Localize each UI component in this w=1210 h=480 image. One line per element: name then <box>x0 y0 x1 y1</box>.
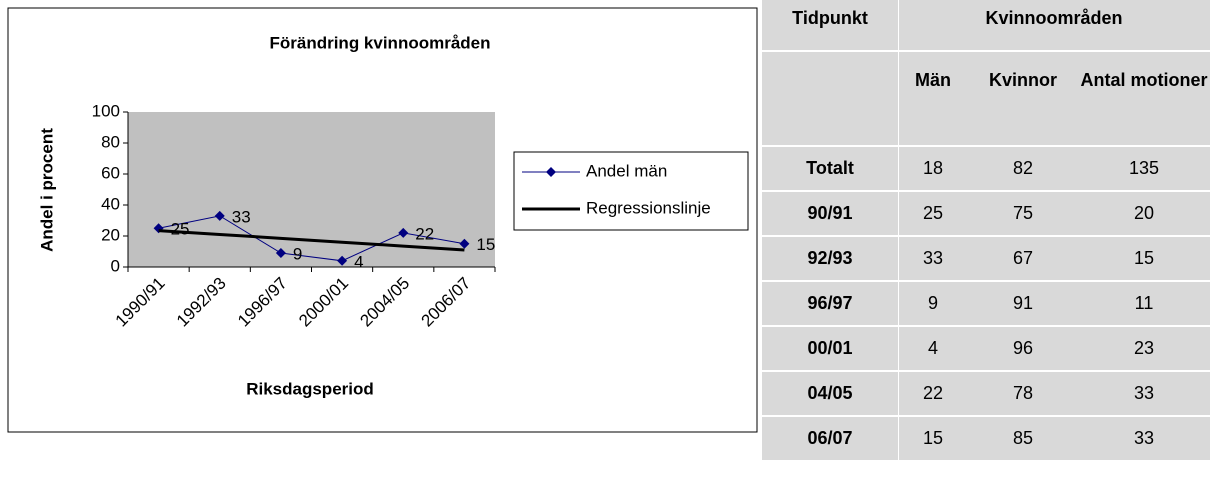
table-cell: 15 <box>922 428 944 448</box>
y-tick-label: 100 <box>92 101 120 120</box>
data-label: 22 <box>415 224 434 243</box>
series-line <box>158 215 465 262</box>
table-cell: 15 <box>1133 248 1155 268</box>
row-separator <box>762 370 1210 372</box>
table-cell: 33 <box>922 248 944 268</box>
table-cell: 33 <box>1133 383 1155 403</box>
data-label: 9 <box>293 245 302 264</box>
table-cell: 06/07 <box>807 428 853 448</box>
table-cell: 67 <box>1012 248 1034 268</box>
table-cell: 135 <box>1128 158 1160 178</box>
table-cell: 18 <box>922 158 944 178</box>
table-cell: 96/97 <box>807 293 853 313</box>
table-cell: Totalt <box>806 158 854 178</box>
table-cell: 85 <box>1012 428 1034 448</box>
data-label: 25 <box>171 220 190 239</box>
series-line <box>158 229 465 252</box>
point-marker <box>398 227 409 238</box>
table-cell: 4 <box>927 338 938 358</box>
table: Tidpunkt Kvinnoområden Män Kvinnor Antal mot… <box>762 0 1210 460</box>
column-separator <box>898 0 899 460</box>
legend-label: Regressionslinje <box>586 198 711 217</box>
table-cell: 23 <box>1133 338 1155 358</box>
table-cell: 25 <box>922 203 944 223</box>
row-separator <box>762 50 1210 52</box>
table-cell: Tidpunkt <box>792 8 868 28</box>
y-tick-label: 20 <box>101 225 120 244</box>
table-cell: 04/05 <box>807 383 853 403</box>
x-axis-label: Riksdagsperiod <box>246 379 374 398</box>
row-separator <box>762 280 1210 282</box>
row-separator <box>762 190 1210 192</box>
table-cell: Kvinnor <box>988 70 1057 90</box>
table-cell: 9 <box>927 293 938 313</box>
table-cell: 96 <box>1012 338 1034 358</box>
data-label: 4 <box>354 252 363 271</box>
point-marker <box>459 238 470 249</box>
legend-box <box>513 151 749 231</box>
table-cell: 82 <box>1012 158 1034 178</box>
point-marker <box>337 255 348 266</box>
table-cell: 75 <box>1012 203 1034 223</box>
point-marker <box>275 248 286 259</box>
legend-marker <box>546 167 556 177</box>
data-label: 33 <box>232 207 251 226</box>
row-separator <box>762 235 1210 237</box>
table-cell: 00/01 <box>807 338 853 358</box>
table-cell: Män <box>915 70 951 90</box>
y-tick-label: 80 <box>101 132 120 151</box>
y-axis-label: Andel i procent <box>37 128 56 252</box>
plot-area <box>128 112 495 267</box>
point-marker <box>214 210 225 221</box>
table-cell: Kvinnoområden <box>985 8 1123 28</box>
table-cell: 20 <box>1133 203 1155 223</box>
table-cell: 11 <box>1134 293 1154 313</box>
table-cell: 92/93 <box>807 248 853 268</box>
table-cell: 78 <box>1012 383 1034 403</box>
chart: Förändring kvinnoområden Andel i procent… <box>7 7 758 433</box>
y-tick-label: 0 <box>111 256 120 275</box>
row-separator <box>762 325 1210 327</box>
table-cell: 91 <box>1012 293 1034 313</box>
data-label: 15 <box>476 235 495 254</box>
table-cell: 90/91 <box>807 203 853 223</box>
legend-label: Andel män <box>586 161 667 180</box>
table-cell: Antal motioner <box>1080 70 1208 90</box>
table-cell: 22 <box>922 383 944 403</box>
y-tick-label: 60 <box>101 163 120 182</box>
y-tick-label: 40 <box>101 194 120 213</box>
row-separator <box>762 145 1210 147</box>
table-cell: 33 <box>1133 428 1155 448</box>
chart-title: Förändring kvinnoområden <box>269 33 490 52</box>
row-separator <box>762 415 1210 417</box>
